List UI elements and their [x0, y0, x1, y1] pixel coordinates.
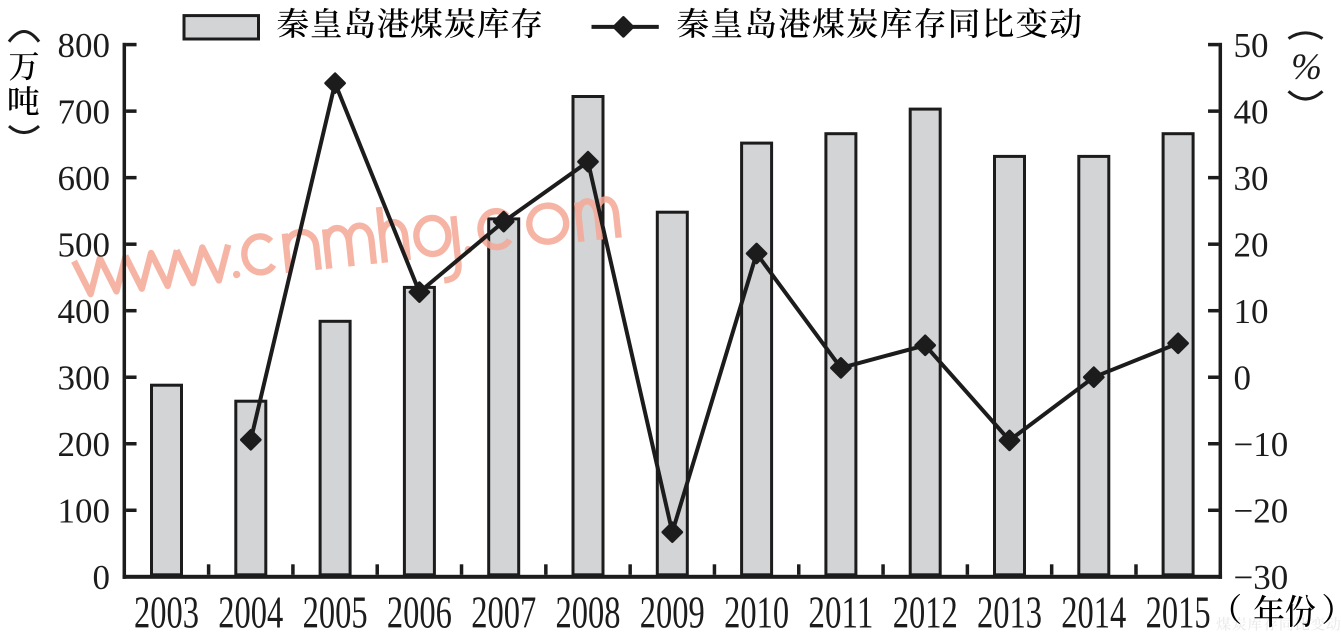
- svg-text:2010: 2010: [724, 587, 789, 634]
- svg-text:200: 200: [58, 425, 111, 464]
- svg-text:−20: −20: [1234, 492, 1289, 531]
- svg-text:2006: 2006: [387, 587, 452, 634]
- svg-text:2004: 2004: [218, 587, 283, 634]
- svg-text:−30: −30: [1234, 558, 1289, 597]
- svg-text:2007: 2007: [471, 587, 536, 634]
- svg-text:600: 600: [58, 159, 111, 198]
- svg-text:2005: 2005: [303, 587, 368, 634]
- svg-text:0: 0: [93, 558, 111, 597]
- svg-text:40: 40: [1234, 92, 1269, 131]
- svg-text:2009: 2009: [640, 587, 705, 634]
- svg-text:400: 400: [58, 292, 111, 331]
- svg-text:20: 20: [1234, 225, 1269, 264]
- svg-text:100: 100: [58, 492, 111, 531]
- svg-text:2003: 2003: [134, 587, 199, 634]
- svg-text:2012: 2012: [893, 587, 958, 634]
- svg-text:30: 30: [1234, 159, 1269, 198]
- svg-text:50: 50: [1234, 26, 1269, 65]
- svg-text:2008: 2008: [556, 587, 621, 634]
- svg-text:2013: 2013: [977, 587, 1042, 634]
- svg-text:%: %: [1291, 47, 1322, 88]
- svg-text:300: 300: [58, 359, 111, 398]
- svg-text:800: 800: [58, 26, 111, 65]
- svg-text:0: 0: [1234, 358, 1252, 397]
- svg-text:700: 700: [58, 93, 111, 132]
- svg-text:10: 10: [1234, 292, 1269, 331]
- svg-text:2011: 2011: [808, 587, 873, 634]
- svg-text:−10: −10: [1234, 425, 1289, 464]
- svg-text:500: 500: [58, 226, 111, 265]
- svg-text:2015: 2015: [1146, 587, 1211, 634]
- svg-text:2014: 2014: [1061, 587, 1126, 634]
